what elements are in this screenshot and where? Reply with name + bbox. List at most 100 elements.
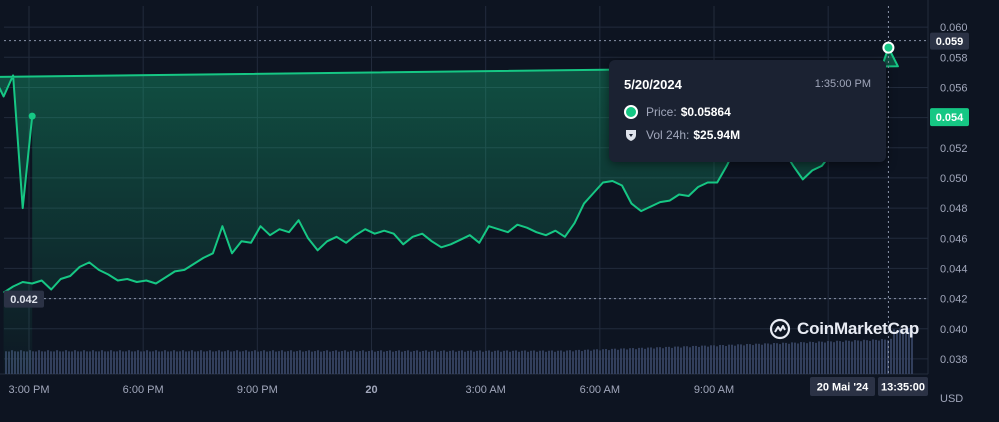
volume-bar	[122, 351, 124, 374]
volume-bar	[872, 339, 874, 374]
volume-bar	[470, 350, 472, 374]
volume-bar	[818, 341, 820, 374]
volume-bar	[464, 351, 466, 374]
volume-bar	[602, 349, 604, 374]
volume-bar	[431, 350, 433, 374]
volume-bar	[200, 350, 202, 374]
volume-bar	[599, 350, 601, 374]
volume-bar	[215, 351, 217, 374]
volume-bar	[776, 343, 778, 374]
volume-bar	[902, 328, 904, 374]
volume-bar	[254, 350, 256, 374]
volume-bar	[674, 346, 676, 374]
volume-bar	[665, 346, 667, 374]
volume-bar	[62, 351, 64, 374]
volume-bar	[869, 340, 871, 374]
volume-bar	[338, 351, 340, 374]
volume-bar	[755, 343, 757, 374]
volume-bar	[497, 350, 499, 374]
volume-bar	[587, 349, 589, 374]
volume-bar	[308, 350, 310, 374]
volume-bar	[230, 351, 232, 374]
y-tick-label: 0.060	[940, 22, 968, 34]
volume-bar	[611, 348, 613, 374]
volume-bar	[695, 345, 697, 374]
volume-bar	[221, 351, 223, 374]
price-dot-icon	[624, 105, 638, 119]
volume-bar	[416, 350, 418, 374]
volume-bar	[506, 350, 508, 374]
volume-bar	[707, 346, 709, 374]
y-tick-label: 0.040	[940, 324, 968, 336]
volume-bar	[245, 350, 247, 374]
last-price-point	[28, 112, 36, 120]
volume-bar	[650, 347, 652, 374]
y-tick-label: 0.044	[940, 263, 968, 275]
volume-bar	[152, 351, 154, 374]
volume-bar	[95, 351, 97, 374]
volume-bar	[491, 351, 493, 374]
volume-bar	[608, 350, 610, 374]
volume-bar	[101, 350, 103, 374]
volume-bar	[83, 350, 85, 374]
volume-bar	[176, 351, 178, 374]
volume-bar	[578, 349, 580, 374]
volume-bar	[182, 350, 184, 374]
volume-bar	[161, 351, 163, 374]
y-tick-label: 0.050	[940, 173, 968, 185]
volume-bar	[263, 350, 265, 374]
volume-bar	[581, 351, 583, 374]
volume-bar	[278, 351, 280, 374]
volume-bar	[536, 351, 538, 374]
volume-bar	[272, 350, 274, 374]
volume-bar	[50, 351, 52, 374]
volume-bar	[89, 351, 91, 374]
volume-bar	[281, 350, 283, 374]
y-tick-label: 0.058	[940, 52, 968, 64]
volume-bar	[656, 347, 658, 374]
volume-bar	[227, 350, 229, 374]
volume-bar	[398, 350, 400, 374]
volume-bar	[716, 346, 718, 374]
volume-bar	[647, 347, 649, 374]
tooltip-time: 1:35:00 PM	[814, 78, 871, 90]
volume-bar	[305, 351, 307, 374]
y-tick-label: 0.048	[940, 203, 968, 215]
volume-bar	[326, 350, 328, 374]
volume-bar	[437, 351, 439, 374]
volume-bar	[314, 351, 316, 374]
start-price-tag: 0.042	[10, 294, 38, 306]
volume-bar	[164, 350, 166, 374]
volume-bar	[401, 351, 403, 374]
volume-bar	[68, 351, 70, 374]
volume-bar	[395, 350, 397, 374]
volume-bar	[761, 344, 763, 374]
volume-bar	[194, 351, 196, 374]
current-price-tag-bg	[930, 108, 969, 127]
volume-bar	[290, 350, 292, 374]
volume-bar	[500, 351, 502, 374]
volume-bar	[698, 346, 700, 374]
volume-bar	[251, 351, 253, 374]
volume-bar	[224, 351, 226, 374]
volume-bar	[734, 345, 736, 374]
volume-bar	[629, 348, 631, 374]
volume-bar	[266, 351, 268, 374]
volume-bar	[239, 351, 241, 374]
volume-bar	[80, 351, 82, 374]
volume-bar	[74, 350, 76, 374]
volume-bar	[743, 345, 745, 374]
volume-bar	[839, 341, 841, 374]
volume-bar	[143, 351, 145, 374]
volume-bar	[488, 350, 490, 374]
volume-bar	[815, 342, 817, 374]
volume-bar	[614, 348, 616, 374]
volume-bar	[668, 346, 670, 374]
volume-bar	[563, 351, 565, 374]
volume-bar	[473, 351, 475, 374]
x-tick-label: 20	[365, 384, 377, 396]
volume-bar	[362, 350, 364, 374]
volume-bar	[482, 351, 484, 374]
y-tick-label: 0.056	[940, 82, 968, 94]
crosshair-date-tag-bg	[810, 377, 875, 396]
